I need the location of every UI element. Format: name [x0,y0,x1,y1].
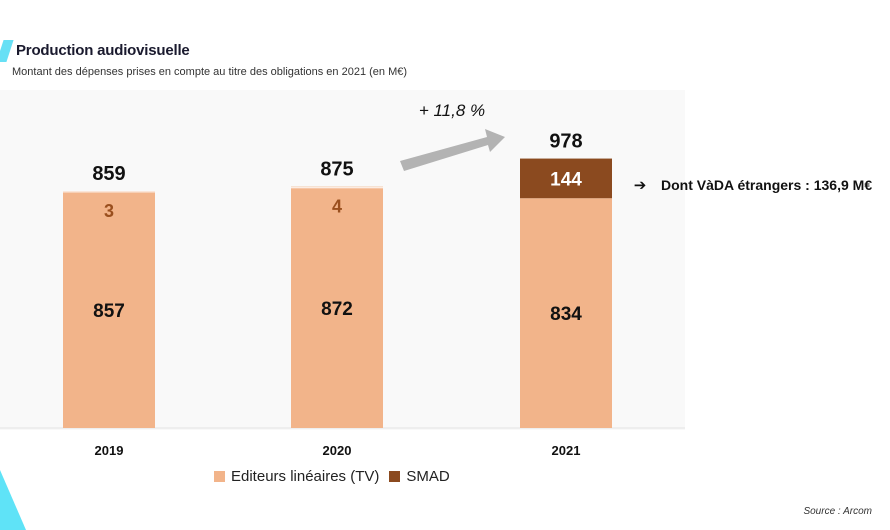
value-label-smad-2019: 3 [104,201,114,221]
value-label-smad-2020: 4 [332,197,342,217]
chart-legend: Editeurs linéaires (TV) SMAD [214,468,450,485]
chart-subtitle: Montant des dépenses prises en compte au… [12,66,408,78]
legend-swatch-smad [389,471,401,482]
bar-editeurs-2019 [63,191,155,428]
total-label-2020: 875 [320,159,353,181]
value-label-editeurs-2019: 857 [93,301,125,322]
bar-smad-2021 [520,158,612,199]
value-label-editeurs-2021: 834 [550,304,582,325]
value-label-editeurs-2020: 872 [321,299,353,320]
note-arrow-icon: ➔ [634,177,647,194]
side-note: Dont VàDA étrangers : 136,9 M€ [661,177,872,193]
stacked-bar-chart: 857 3 859 2019 872 4 875 2020 834 144 978 2021 + 11,… [0,101,872,458]
bar-editeurs-2021 [520,198,612,428]
legend-swatch-editeurs [214,471,225,482]
bar-smad-2020 [291,186,383,188]
x-tick-label-2019: 2019 [95,443,124,458]
corner-decoration [0,470,26,530]
x-tick-label-2021: 2021 [552,443,581,458]
bar-editeurs-2020 [291,187,383,428]
legend-label-smad: SMAD [406,468,450,485]
legend-label-editeurs: Editeurs linéaires (TV) [231,468,380,485]
source-note: Source : Arcom [803,506,872,517]
value-label-smad-2021: 144 [550,169,582,190]
x-tick-label-2020: 2020 [323,443,352,458]
growth-arrow [400,129,505,171]
growth-annotation: + 11,8 % [419,101,485,120]
total-label-2019: 859 [92,163,125,185]
legend-item-editeurs: Editeurs linéaires (TV) [214,468,379,485]
legend-item-smad: SMAD [389,468,450,485]
total-label-2021: 978 [549,131,582,153]
chart-title: Production audiovisuelle [16,42,190,59]
